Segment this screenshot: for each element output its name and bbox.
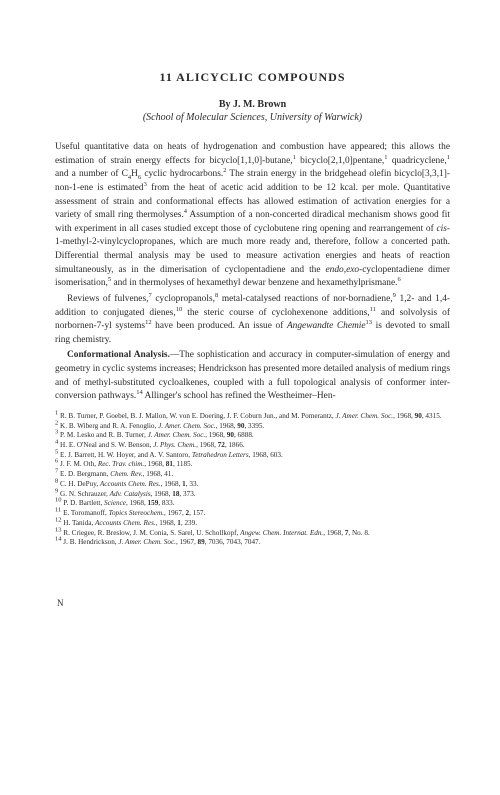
chapter-title: 11 ALICYCLIC COMPOUNDS — [55, 70, 450, 85]
ref-8: 8 C. H. DePuy, Accounts Chem. Res., 1968… — [55, 480, 450, 490]
paragraph-2: Reviews of fulvenes,7 cyclopropanols,8 m… — [55, 293, 450, 348]
paragraph-3: Conformational Analysis.—The sophisticat… — [55, 349, 450, 404]
page: 11 ALICYCLIC COMPOUNDS By J. M. Brown (S… — [0, 0, 500, 628]
ref-14: 14 J. B. Hendrickson, J. Amer. Chem. Soc… — [55, 538, 450, 548]
paragraph-1-text: Useful quantitative data on heats of hyd… — [55, 142, 450, 288]
ref-4: 4 H. E. O'Neal and S. W. Benson, J. Phys… — [55, 441, 450, 451]
section-heading-conformational: Conformational Analysis. — [67, 350, 170, 360]
references-block: 1 R. B. Turner, P. Goebel, B. J. Mallon,… — [55, 412, 450, 548]
ref-5: 5 E. J. Barrett, H. W. Hoyer, and A. V. … — [55, 451, 450, 461]
paragraph-2-text: Reviews of fulvenes,7 cyclopropanols,8 m… — [55, 294, 450, 345]
ref-6: 6 J. F. M. Oth, Rec. Trav. chim., 1968, … — [55, 460, 450, 470]
ref-7: 7 E. D. Bergmann, Chem. Rev., 1968, 41. — [55, 470, 450, 480]
ref-9: 9 G. N. Schrauzer, Adv. Catalysis, 1968,… — [55, 490, 450, 500]
ref-12: 12 H. Tanida, Accounts Chem. Res., 1968,… — [55, 519, 450, 529]
ref-2: 2 K. B. Wiberg and R. A. Fenoglio, J. Am… — [55, 422, 450, 432]
ref-10: 10 P. D. Bartlett, Science, 1968, 159, 8… — [55, 499, 450, 509]
author-line: By J. M. Brown — [55, 99, 450, 110]
ref-3: 3 P. M. Lesko and R. B. Turner, J. Amer.… — [55, 431, 450, 441]
ref-13: 13 R. Criegee, R. Breslow, J. M. Conia, … — [55, 529, 450, 539]
signature-mark: N — [55, 598, 450, 608]
affiliation: (School of Molecular Sciences, Universit… — [55, 112, 450, 123]
paragraph-1: Useful quantitative data on heats of hyd… — [55, 141, 450, 291]
ref-1: 1 R. B. Turner, P. Goebel, B. J. Mallon,… — [55, 412, 450, 422]
ref-11: 11 E. Toromanoff, Topics Stereochem., 19… — [55, 509, 450, 519]
